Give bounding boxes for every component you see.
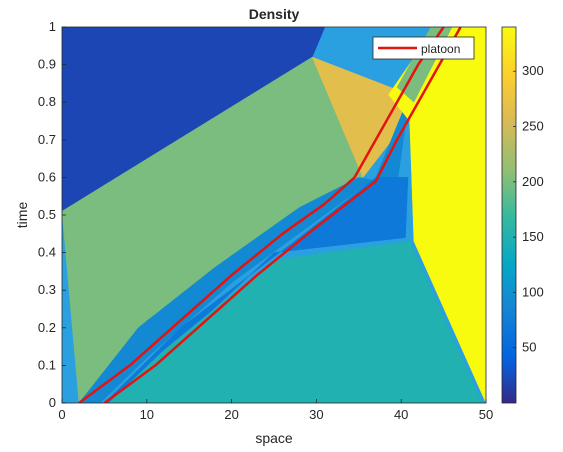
- heatmap-area: [62, 27, 486, 403]
- x-tick-label-0: 0: [58, 407, 65, 422]
- x-axis-label: space: [255, 430, 293, 446]
- colorbar-tick-label-5: 300: [522, 63, 544, 78]
- y-tick-label-1: 0.1: [38, 357, 56, 372]
- y-tick-label-7: 0.7: [38, 132, 56, 147]
- colorbar-tick-label-4: 250: [522, 119, 544, 134]
- x-tick-label-3: 30: [309, 407, 323, 422]
- colorbar-tick-label-1: 100: [522, 284, 544, 299]
- density-region-4: [104, 177, 409, 403]
- y-tick-label-6: 0.6: [38, 169, 56, 184]
- y-tick-label-0: 0: [49, 395, 56, 410]
- colorbar-tick-label-2: 150: [522, 229, 544, 244]
- chart-title: Density: [249, 6, 300, 22]
- colorbar: 50 100 150 200 250 300: [501, 26, 544, 404]
- platoon-trajectories: [78, 27, 462, 403]
- legend-label-platoon: platoon: [421, 42, 460, 56]
- x-tick-label-1: 10: [140, 407, 154, 422]
- y-tick-label-5: 0.5: [38, 207, 56, 222]
- y-tick-label-2: 0.2: [38, 320, 56, 335]
- colorbar-tick-label-3: 200: [522, 174, 544, 189]
- y-tick-label-10: 1: [49, 19, 56, 34]
- x-tick-label-2: 20: [224, 407, 238, 422]
- x-tick-label-4: 40: [394, 407, 408, 422]
- platoon-trajectory-0: [78, 27, 445, 403]
- y-tick-label-4: 0.4: [38, 245, 56, 260]
- y-axis-label: time: [14, 202, 30, 229]
- colorbar-ticks: 50 100 150 200 250 300: [513, 63, 544, 355]
- density-region-5: [108, 241, 483, 403]
- y-tick-label-9: 0.9: [38, 57, 56, 72]
- x-tick-label-5: 50: [479, 407, 493, 422]
- y-tick-label-8: 0.8: [38, 94, 56, 109]
- colorbar-tick-label-0: 50: [522, 340, 536, 355]
- colorbar-bar: [501, 26, 517, 404]
- y-tick-label-3: 0.3: [38, 282, 56, 297]
- x-axis-ticks: 0 10 20 30 40 50: [58, 399, 493, 422]
- platoon-trajectory-1: [103, 27, 462, 403]
- density-regions: [62, 27, 486, 403]
- y-axis-ticks: 0 0.1 0.2 0.3 0.4 0.5 0.6 0.7 0.8 0.9 1: [38, 19, 66, 410]
- legend-box: [372, 36, 475, 60]
- legend: platoon: [372, 36, 475, 60]
